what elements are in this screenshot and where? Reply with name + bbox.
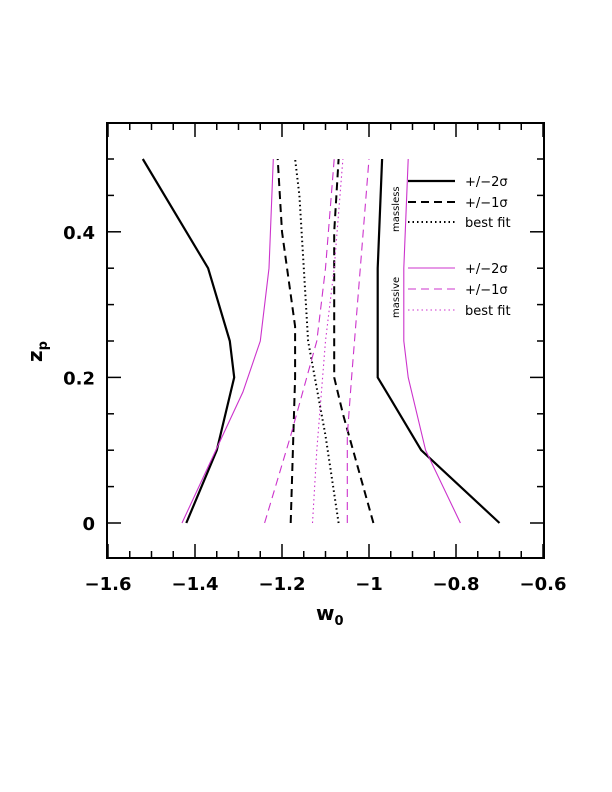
series-line-massive-solid-6 [403,158,461,524]
legend-label-massive-bestfit: best fit [465,304,511,319]
series-lines [141,158,501,524]
x-tick-label: −0.8 [433,574,480,595]
series-line-massive-dashed-7 [264,158,335,524]
series-line-massless-dashed-3 [333,158,375,524]
axis-tick-labels: −1.6 −1.4 −1.2 −1 −0.8 −0.6 0 0.2 0.4 [63,223,566,595]
x-tick-label: −1.4 [172,574,219,595]
legend-group-massive: massive [391,277,402,318]
x-tick-label: −1.2 [259,574,306,595]
series-line-massless-solid-1 [376,158,501,524]
series-line-massive-dashed-8 [346,158,370,523]
legend-label-massless-bestfit: best fit [465,216,511,231]
legend-label-massive-2sigma: +/−2σ [465,262,508,277]
legend-label-massless-1sigma: +/−1σ [465,196,508,211]
y-tick-label: 0 [82,514,95,535]
y-tick-label: 0.2 [63,368,95,389]
x-tick-label: −0.6 [520,574,567,595]
series-line-massless-dotted-4 [294,158,340,524]
x-axis-title: w0 [316,601,344,629]
y-axis-title: zp [23,341,51,362]
x-tick-label: −1 [355,574,383,595]
series-line-massive-solid-5 [181,158,274,524]
legend-label-massless-2sigma: +/−2σ [465,175,508,190]
series-line-massless-dashed-2 [276,158,297,524]
legend-group-massless: massless [391,186,402,232]
x-tick-label: −1.6 [85,574,132,595]
series-line-massless-solid-0 [141,158,236,524]
axis-ticks [107,123,544,558]
y-tick-label: 0.4 [63,223,95,244]
legend-label-massive-1sigma: +/−1σ [465,283,508,298]
legend: massless +/−2σ +/−1σ best fit massive +/… [391,175,511,319]
